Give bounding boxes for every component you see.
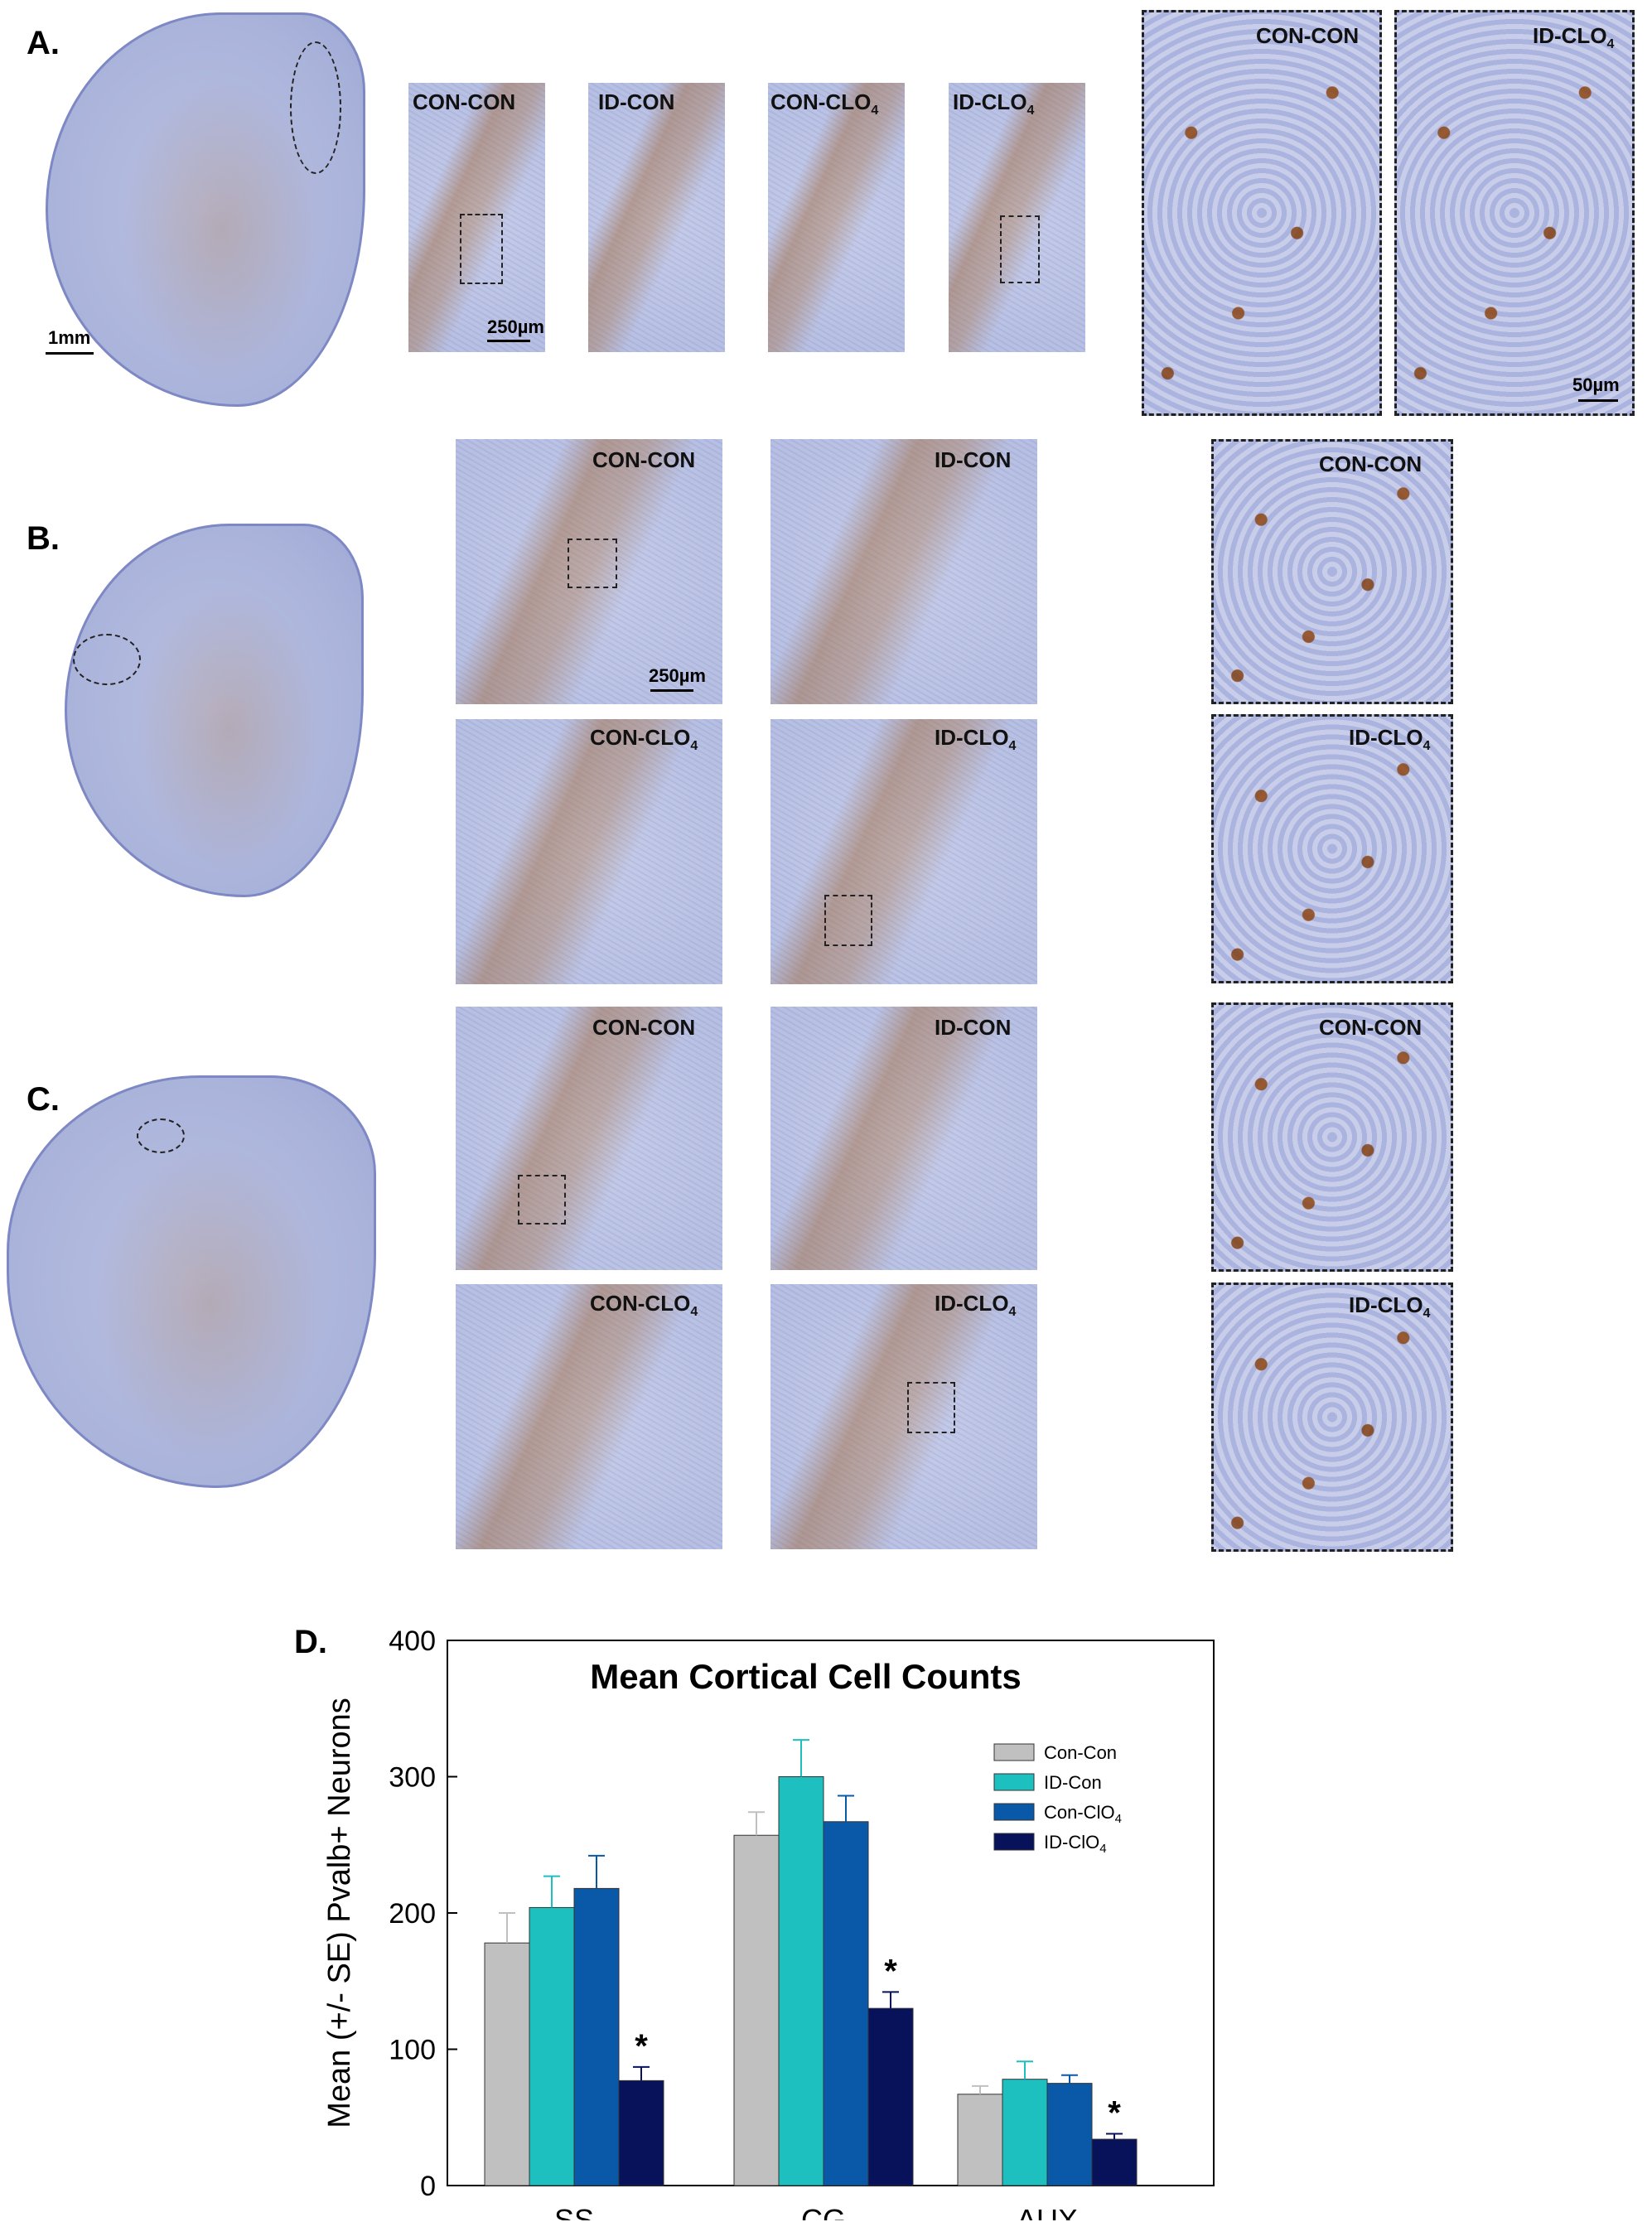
y-tick-label: 0: [420, 2171, 436, 2202]
legend-label: Con-Con: [1044, 1742, 1117, 1763]
x-category-label: AUX: [1017, 2203, 1078, 2220]
legend-swatch: [993, 1833, 1035, 1851]
legend-swatch: [993, 1803, 1035, 1821]
panel-b-label-id-con: ID-CON: [935, 447, 1012, 472]
bar-ss-con-clo4: [573, 1887, 620, 2186]
panel-a-letter: A.: [27, 25, 60, 61]
panel-d-letter: D.: [294, 1624, 327, 1660]
y-tick-label: 200: [389, 1898, 436, 1930]
panel-b-label-con-con: CON-CON: [592, 447, 696, 472]
panel-a-strip-id-clo4: [949, 83, 1085, 352]
legend-swatch: [993, 1773, 1035, 1791]
panel-b-zoom-label-con-con: CON-CON: [1319, 452, 1423, 476]
bar-aux-con-con: [957, 2094, 1003, 2186]
panel-b-label-con-clo4: CON-CLO4: [590, 725, 698, 754]
y-tick-label: 100: [389, 2035, 436, 2066]
panel-c-zoom-region-box: [518, 1175, 566, 1225]
panel-a-label-con-con: CON-CON: [413, 89, 516, 114]
legend-swatch: [993, 1743, 1035, 1761]
panel-a-strip-con-con: [408, 83, 545, 352]
panel-c-label-con-con: CON-CON: [592, 1015, 696, 1040]
panel-c-label-con-clo4: CON-CLO4: [590, 1291, 698, 1320]
panel-b-scale-label-250: 250µm: [649, 665, 706, 686]
panel-a-scale-label-50: 50µm: [1572, 374, 1620, 395]
panel-c-zoom-con-con: [1211, 1002, 1453, 1272]
bar-ss-con-con: [484, 1942, 530, 2186]
panel-a-zoom-id-clo4: [1394, 10, 1635, 416]
legend-label: Con-ClO4: [1044, 1802, 1122, 1826]
panel-a-label-id-clo4: ID-CLO4: [953, 89, 1035, 118]
panel-b-image-id-con: [770, 439, 1037, 704]
y-axis-label: Mean (+/- SE) Pvalb+ Neurons: [322, 1698, 357, 2128]
panel-b-zoom-label-id-clo4: ID-CLO4: [1349, 725, 1431, 754]
panel-c-image-con-con: [456, 1007, 722, 1270]
panel-a-zoom-label-id-clo4: ID-CLO4: [1533, 23, 1615, 52]
panel-b-region-outline: [73, 634, 141, 685]
legend-label: ID-Con: [1044, 1772, 1102, 1793]
bar-aux-id-clo4: [1091, 2138, 1138, 2186]
bar-cg-con-clo4: [823, 1821, 869, 2186]
panel-c-label-id-clo4: ID-CLO4: [935, 1291, 1017, 1320]
panel-a-zoom-con-con: [1142, 10, 1382, 416]
panel-c-image-id-con: [770, 1007, 1037, 1270]
panel-c-region-outline: [137, 1118, 185, 1153]
panel-c-whole-brain-section: [7, 1075, 376, 1488]
panel-a-strip-con-clo4: [768, 83, 905, 352]
panel-b-label-id-clo4: ID-CLO4: [935, 725, 1017, 754]
bar-cg-id-con: [778, 1776, 824, 2186]
legend-label: ID-ClO4: [1044, 1832, 1107, 1856]
panel-b-image-con-con: [456, 439, 722, 704]
panel-c-image-id-clo4: [770, 1284, 1037, 1549]
bar-ss-id-clo4: [618, 2080, 664, 2186]
y-tick-label: 300: [389, 1762, 436, 1794]
panel-a-zoom-label-con-con: CON-CON: [1256, 23, 1360, 48]
panel-a-label-id-con: ID-CON: [598, 89, 675, 114]
x-category-label: CG: [801, 2203, 846, 2220]
panel-b-zoom-region-box-2: [824, 895, 872, 946]
bar-ss-id-con: [529, 1906, 575, 2186]
panel-a-scale-label-1mm: 1mm: [48, 327, 91, 348]
chart-title: Mean Cortical Cell Counts: [590, 1657, 1021, 1696]
bar-cg-id-clo4: [867, 2007, 914, 2186]
panel-a-zoom-region-box: [460, 214, 503, 284]
panel-c-zoom-id-clo4: [1211, 1282, 1453, 1552]
x-category-label: SS: [554, 2203, 594, 2220]
panel-b-image-id-clo4: [770, 719, 1037, 984]
panel-b-zoom-id-clo4: [1211, 714, 1453, 983]
bar-chart: 0 100 200 300 400 Mean (+/- SE) Pvalb+ Neuron…: [322, 1625, 1215, 2220]
bar-cg-con-con: [733, 1834, 780, 2186]
panel-b-image-con-clo4: [456, 719, 722, 984]
significance-marker: *: [884, 1953, 897, 1989]
bar-aux-id-con: [1002, 2079, 1048, 2186]
y-tick-label: 400: [389, 1625, 436, 1657]
bar-aux-con-clo4: [1046, 2083, 1093, 2186]
panel-a-scale-label-250: 250µm: [487, 316, 544, 337]
panel-a-label-con-clo4: CON-CLO4: [770, 89, 879, 118]
panel-a-region-outline: [290, 41, 341, 174]
panel-a-strip-id-con: [588, 83, 725, 352]
panel-a-scalebar-250: [487, 340, 530, 342]
panel-a-zoom-region-box-2: [1000, 215, 1040, 283]
panel-c-image-con-clo4: [456, 1284, 722, 1549]
panel-a-scalebar-50: [1578, 399, 1618, 402]
panel-b-zoom-region-box: [568, 539, 617, 588]
panel-b-scalebar-250: [650, 689, 693, 692]
significance-marker: *: [1108, 2094, 1121, 2131]
panel-c-label-id-con: ID-CON: [935, 1015, 1012, 1040]
panel-c-zoom-label-id-clo4: ID-CLO4: [1349, 1292, 1431, 1321]
panel-c-zoom-region-box-2: [907, 1382, 955, 1433]
panel-a-scalebar-1mm: [46, 352, 94, 355]
panel-b-zoom-con-con: [1211, 439, 1453, 704]
panel-b-letter: B.: [27, 520, 60, 557]
significance-marker: *: [635, 2028, 648, 2065]
panel-c-letter: C.: [27, 1081, 60, 1118]
panel-b-whole-brain-section: [65, 524, 364, 897]
panel-c-zoom-label-con-con: CON-CON: [1319, 1015, 1423, 1040]
